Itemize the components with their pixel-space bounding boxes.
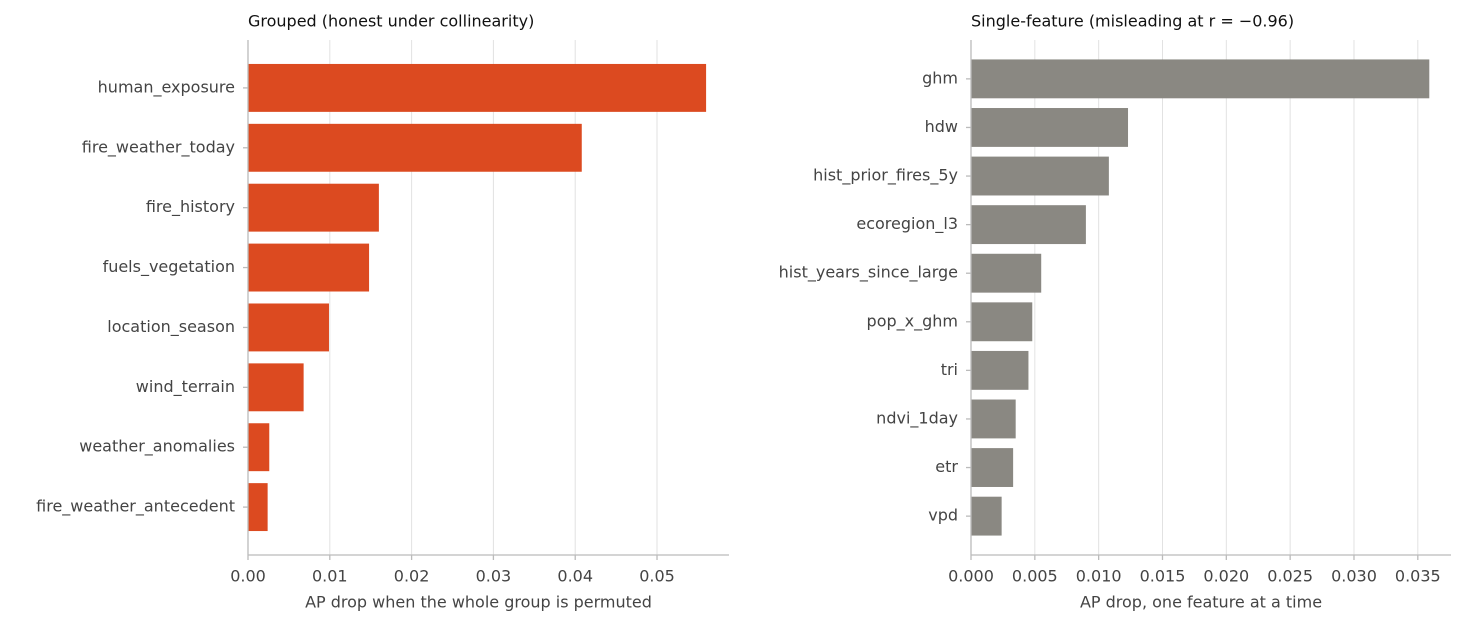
x-tick-label: 0.005 [1012, 567, 1058, 586]
y-tick-label: wind_terrain [136, 377, 235, 397]
bar [971, 399, 1016, 439]
bar [248, 303, 329, 352]
bar [248, 123, 582, 172]
bar [971, 253, 1042, 293]
bar [971, 302, 1033, 342]
bar [248, 183, 379, 232]
x-tick-label: 0.020 [1203, 567, 1249, 586]
x-tick-label: 0.04 [557, 567, 593, 586]
bar [971, 496, 1002, 536]
x-tick-label: 0.01 [312, 567, 348, 586]
x-tick-label: 0.00 [230, 567, 266, 586]
y-tick-label: fire_weather_today [82, 137, 235, 157]
bar [971, 59, 1430, 99]
x-tick-label: 0.030 [1331, 567, 1377, 586]
y-tick-label: ecoregion_l3 [856, 214, 958, 234]
bar [971, 108, 1129, 147]
x-tick-label: 0.03 [476, 567, 512, 586]
chart-title: Grouped (honest under collinearity) [248, 12, 534, 31]
bar [248, 363, 304, 412]
y-tick-label: ndvi_1day [876, 408, 958, 428]
x-tick-label: 0.05 [639, 567, 675, 586]
y-tick-label: weather_anomalies [79, 437, 235, 457]
y-tick-label: tri [941, 360, 958, 379]
bar [248, 483, 268, 532]
y-tick-label: location_season [107, 317, 235, 337]
x-tick-label: 0.035 [1395, 567, 1441, 586]
x-tick-label: 0.010 [1076, 567, 1122, 586]
y-tick-label: vpd [928, 506, 958, 525]
bar [248, 63, 707, 112]
x-axis-label: AP drop, one feature at a time [1080, 593, 1322, 612]
y-tick-label: fuels_vegetation [103, 257, 235, 277]
y-tick-label: hist_prior_fires_5y [813, 166, 958, 186]
bar [971, 448, 1014, 487]
x-tick-label: 0.015 [1140, 567, 1186, 586]
y-tick-label: etr [935, 457, 958, 476]
bar [248, 423, 270, 472]
y-tick-label: fire_weather_antecedent [36, 497, 235, 517]
bar [971, 156, 1109, 196]
y-tick-label: human_exposure [98, 77, 235, 97]
y-tick-label: pop_x_ghm [867, 311, 958, 331]
chart-title: Single-feature (misleading at r = −0.96) [971, 12, 1294, 31]
y-tick-label: hist_years_since_large [779, 263, 958, 283]
y-tick-label: fire_history [146, 197, 235, 217]
bar [248, 243, 370, 292]
x-tick-label: 0.02 [394, 567, 430, 586]
x-tick-label: 0.025 [1267, 567, 1313, 586]
x-tick-label: 0.000 [948, 567, 994, 586]
bar [971, 205, 1086, 245]
bar [971, 350, 1029, 390]
y-tick-label: hdw [925, 117, 958, 136]
x-axis-label: AP drop when the whole group is permuted [305, 593, 652, 612]
y-tick-label: ghm [922, 68, 958, 87]
